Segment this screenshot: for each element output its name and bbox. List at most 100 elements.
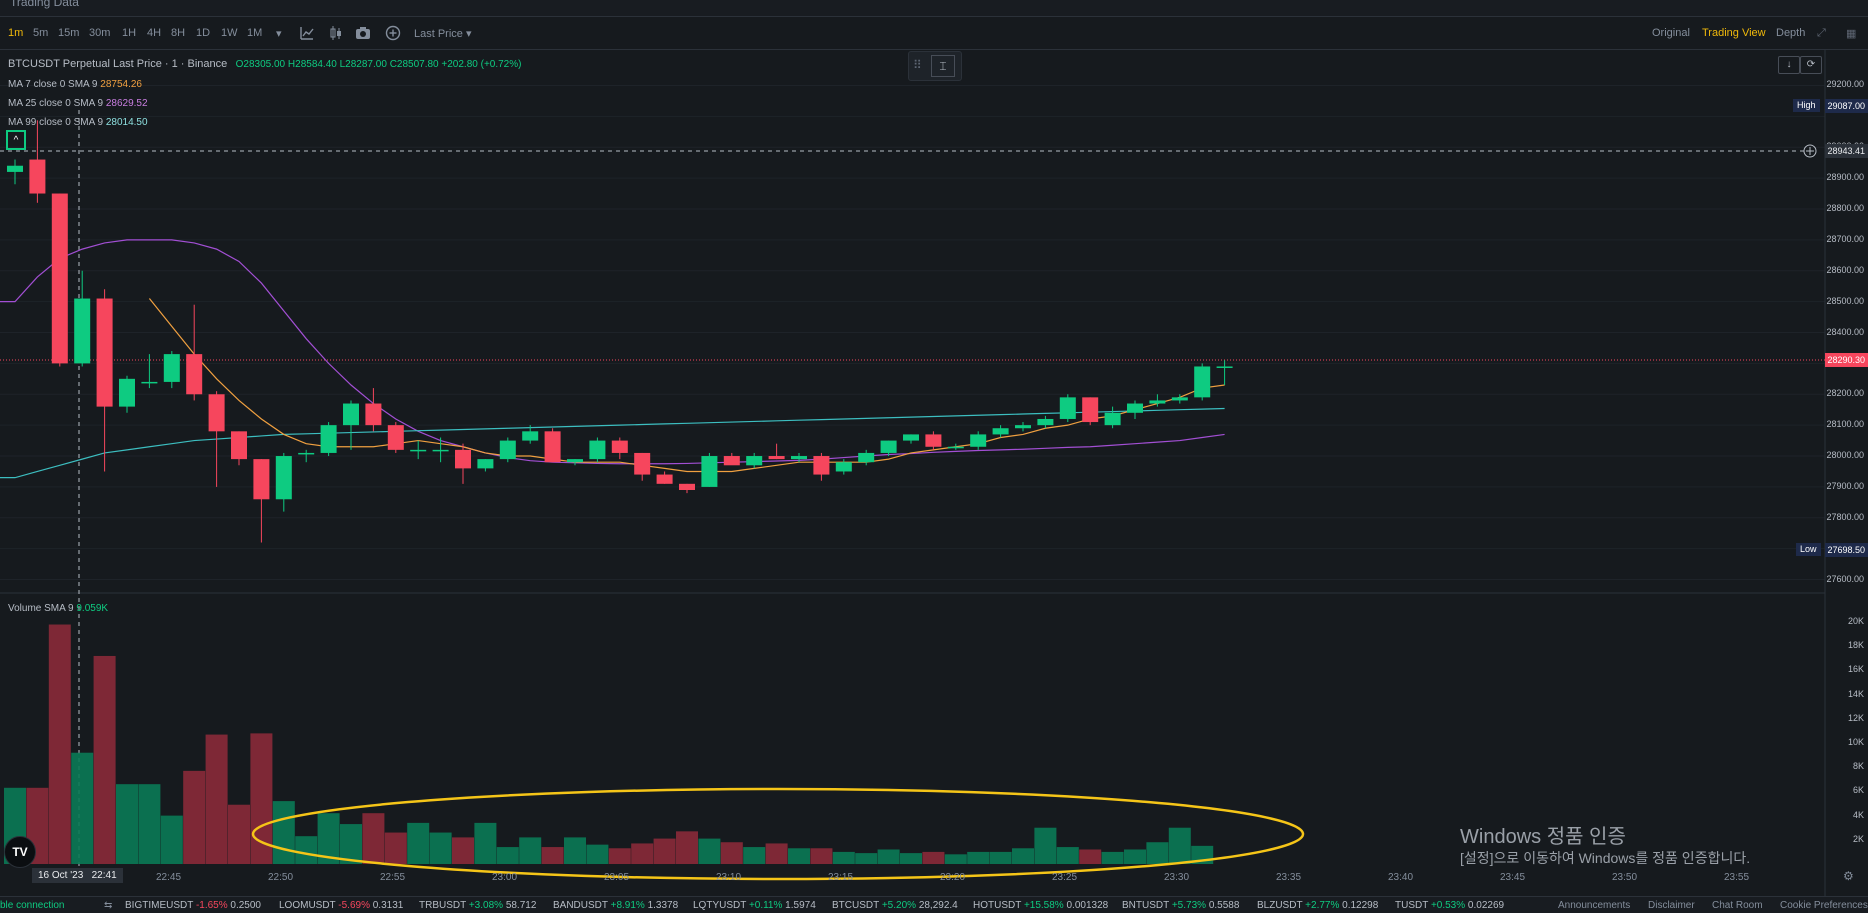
view-tradingview[interactable]: Trading View — [1702, 27, 1766, 39]
candle-body — [7, 165, 23, 172]
timeframe-1w[interactable]: 1W — [221, 27, 238, 39]
crosshair-add-icon[interactable] — [1803, 144, 1817, 158]
ohlc-high: H28584.40 — [287, 59, 337, 70]
ohlc-change: +202.80 (+0.72%) — [441, 59, 522, 70]
ticker-item[interactable]: BLZUSDT +2.77% 0.12298 — [1257, 900, 1378, 911]
ma7-legend[interactable]: MA 7 close 0 SMA 9 28754.26 — [8, 79, 142, 90]
footer-announcements[interactable]: Announcements — [1558, 900, 1631, 911]
volume-axis-tick: 18K — [1847, 640, 1864, 651]
volume-bar — [93, 655, 116, 864]
volume-bar — [631, 843, 654, 864]
chart-area[interactable] — [0, 50, 1868, 896]
timeframe-1d[interactable]: 1D — [196, 27, 211, 39]
collapse-legend-icon[interactable]: ^ — [6, 130, 26, 150]
time-axis-tick: 23:40 — [1388, 872, 1414, 883]
ticker-item[interactable]: BIGTIMEUSDT -1.65% 0.2500 — [125, 900, 261, 911]
ticker-item[interactable]: BANDUSDT +8.91% 1.3378 — [553, 900, 678, 911]
price-axis-tick: 28800.00 — [1826, 202, 1864, 213]
volume-axis-tick: 8K — [1852, 761, 1864, 772]
annotation-ellipse — [251, 787, 1305, 881]
ticker-price: 0.02269 — [1467, 900, 1505, 911]
volume-bar — [1034, 827, 1057, 864]
ticker-item[interactable]: HOTUSDT +15.58% 0.001328 — [973, 900, 1108, 911]
candle-body — [320, 425, 337, 453]
ticker-item[interactable]: LOOMUSDT -5.69% 0.3131 — [279, 900, 403, 911]
candle-body — [231, 431, 247, 460]
ma99-legend[interactable]: MA 99 close 0 SMA 9 28014.50 — [8, 117, 148, 128]
ma25-legend[interactable]: MA 25 close 0 SMA 9 28629.52 — [8, 98, 148, 109]
candle-body — [410, 449, 427, 452]
candle-body — [1015, 425, 1031, 429]
price-axis-tick: 28700.00 — [1826, 233, 1864, 244]
candle-body — [925, 434, 942, 447]
timeframe-15m[interactable]: 15m — [58, 27, 80, 39]
ticker-item[interactable]: TUSDT +0.53% 0.02269 — [1395, 900, 1504, 911]
timeframe-5m[interactable]: 5m — [33, 27, 49, 39]
volume-bar — [1168, 827, 1191, 864]
tradingview-logo[interactable]: TV — [4, 836, 36, 868]
scroll-down-icon[interactable]: ↓ — [1778, 56, 1800, 74]
volume-bar — [788, 848, 810, 864]
ticker-item[interactable]: BTCUSDT +5.20% 28,292.4 — [832, 900, 958, 911]
volume-bar — [855, 853, 878, 864]
ohlc-close: C28507.80 — [389, 59, 439, 70]
timeframe-1m-month[interactable]: 1M — [247, 27, 263, 39]
volume-bar — [653, 838, 676, 864]
volume-legend[interactable]: Volume SMA 9 9.059K — [8, 603, 108, 614]
time-axis-tick: 23:10 — [716, 872, 742, 883]
candle-body — [499, 440, 516, 460]
ma7-label: MA 7 close 0 SMA 9 — [8, 79, 98, 90]
timeframe-30m[interactable]: 30m — [89, 27, 111, 39]
timeframe-1m[interactable]: 1m — [8, 27, 24, 39]
drag-handle-icon[interactable]: ⠿ — [913, 58, 922, 72]
fullscreen-icon[interactable]: ⤢ — [1817, 27, 1826, 39]
volume-bar — [452, 837, 474, 864]
view-original[interactable]: Original — [1652, 27, 1690, 39]
time-settings-gear-icon[interactable]: ⚙ — [1843, 869, 1854, 883]
ticker-change: +2.77% — [1305, 900, 1343, 911]
ticker-price: 0.3131 — [372, 900, 404, 911]
ticker-settings-icon[interactable]: ⇆ — [104, 900, 113, 911]
ticker-item[interactable]: LQTYUSDT +0.11% 1.5974 — [693, 900, 816, 911]
ticker-change: +5.20% — [881, 900, 919, 911]
ticker-symbol: BANDUSDT — [553, 900, 611, 911]
volume-bar — [228, 804, 250, 864]
price-type-select[interactable]: Last Price ▾ — [414, 28, 472, 40]
volume-bar — [944, 854, 967, 864]
candle-body — [1194, 366, 1211, 398]
candle-body — [567, 459, 583, 463]
text-cursor-icon[interactable]: ⌶ — [931, 55, 955, 77]
ticker-price: 0.5588 — [1208, 900, 1240, 911]
volume-bar — [496, 847, 519, 864]
footer-chat-room[interactable]: Chat Room — [1712, 900, 1763, 911]
indicators-icon[interactable] — [299, 25, 315, 41]
candle-type-icon[interactable] — [328, 25, 344, 41]
volume-bar — [116, 784, 138, 864]
volume-bar — [765, 843, 788, 864]
time-axis-tick: 22:45 — [156, 872, 182, 883]
floating-draw-toolbar[interactable]: ⠿ ⌶ — [908, 51, 962, 81]
candle-body — [723, 456, 740, 466]
footer-disclaimer[interactable]: Disclaimer — [1648, 900, 1695, 911]
timeframe-4h[interactable]: 4H — [147, 27, 162, 39]
add-indicator-plus-icon[interactable] — [385, 25, 401, 41]
symbol-name: BTCUSDT Perpetual Last Price · 1 · Binan… — [8, 58, 228, 70]
candle-body — [387, 425, 404, 450]
candlesticks — [7, 120, 1233, 543]
more-timeframes-chevron-icon[interactable]: ▾ — [276, 28, 282, 40]
candle-body — [858, 452, 875, 463]
layout-grid-icon[interactable]: ▦ — [1846, 28, 1857, 40]
screenshot-camera-icon[interactable] — [355, 25, 371, 41]
candle-body — [589, 440, 606, 460]
candle-body — [1037, 418, 1054, 426]
settings-icon[interactable]: ⟳ — [1800, 56, 1822, 74]
timeframe-1h[interactable]: 1H — [122, 27, 137, 39]
candle-body — [813, 456, 830, 475]
timeframe-8h[interactable]: 8H — [171, 27, 186, 39]
ticker-item[interactable]: BNTUSDT +5.73% 0.5588 — [1122, 900, 1239, 911]
view-depth[interactable]: Depth — [1776, 27, 1806, 39]
ticker-item[interactable]: TRBUSDT +3.08% 58.712 — [419, 900, 536, 911]
candle-body — [119, 378, 135, 407]
candle-body — [1104, 412, 1121, 426]
footer-cookie-preferences[interactable]: Cookie Preferences — [1780, 900, 1868, 911]
